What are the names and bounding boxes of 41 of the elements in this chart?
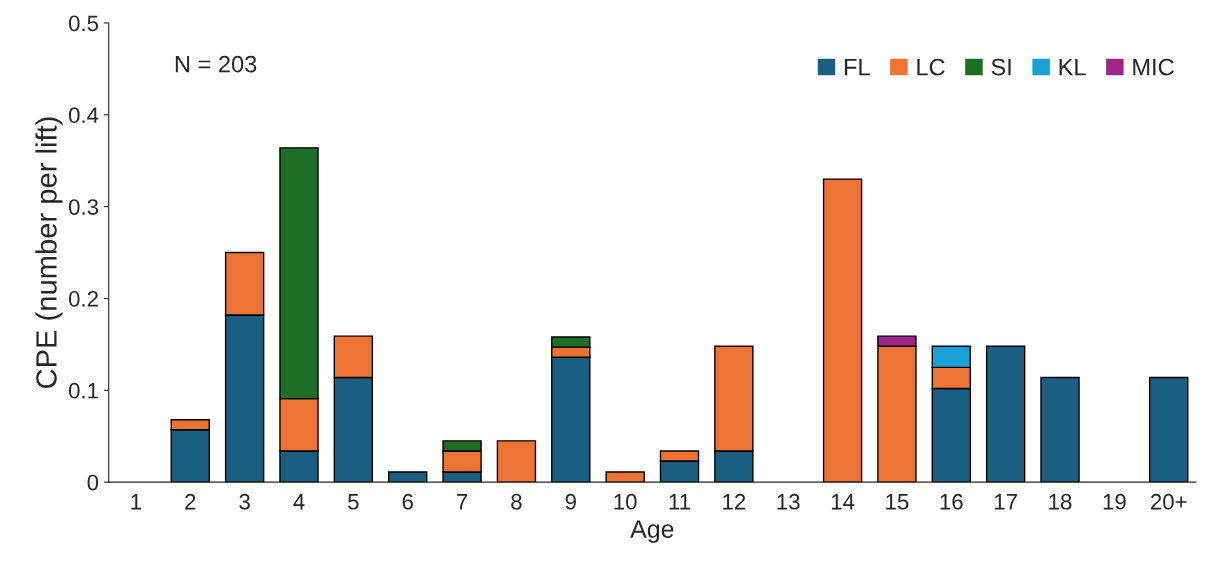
bar xyxy=(822,178,863,483)
bar xyxy=(985,345,1026,483)
x-tick-label: 18 xyxy=(1049,493,1072,510)
x-tick-label: 15 xyxy=(886,494,909,510)
bar xyxy=(496,440,537,483)
bar xyxy=(1149,376,1189,483)
y-tick-label: 0.5 xyxy=(68,15,99,32)
x-tick-label: 5 xyxy=(348,494,359,510)
x-tick-label: 10 xyxy=(614,493,637,510)
legend-label: MIC xyxy=(1133,58,1174,76)
y-axis-title: CPE (number per lift) xyxy=(35,117,63,389)
legend-label: FL xyxy=(844,58,870,76)
y-tick-label: 0.4 xyxy=(68,107,99,124)
x-axis-title: Age xyxy=(630,520,674,543)
x-tick-label: 17 xyxy=(995,494,1017,510)
x-tick-label: 16 xyxy=(940,493,963,510)
x-tick-label: 12 xyxy=(723,493,746,510)
legend-label: LC xyxy=(917,58,945,76)
y-tick-label: 0.1 xyxy=(68,382,98,399)
bar xyxy=(1040,376,1080,483)
bar xyxy=(605,471,645,483)
x-tick-label: 2 xyxy=(185,493,196,510)
x-tick-label: 11 xyxy=(669,494,690,510)
x-tick-label: 19 xyxy=(1103,493,1126,510)
legend-label: KL xyxy=(1059,58,1086,76)
annotation: N = 203 xyxy=(175,55,257,73)
x-tick-label: 13 xyxy=(777,493,800,510)
y-tick-label: 0.2 xyxy=(68,291,98,307)
legend-label: SI xyxy=(991,58,1011,76)
x-tick-label: 3 xyxy=(239,493,250,510)
x-tick-label: 20+ xyxy=(1151,493,1187,510)
x-tick-label: 6 xyxy=(402,493,413,510)
x-tick-label: 8 xyxy=(511,493,522,510)
x-tick-label: 1 xyxy=(131,494,141,510)
x-tick-label: 4 xyxy=(293,494,305,510)
y-tick-label: 0 xyxy=(87,474,99,491)
bar xyxy=(387,471,428,483)
x-tick-label: 14 xyxy=(831,494,855,510)
x-tick-label: 7 xyxy=(457,494,468,510)
x-tick-label: 9 xyxy=(565,493,576,510)
y-tick-label: 0.3 xyxy=(68,199,99,215)
